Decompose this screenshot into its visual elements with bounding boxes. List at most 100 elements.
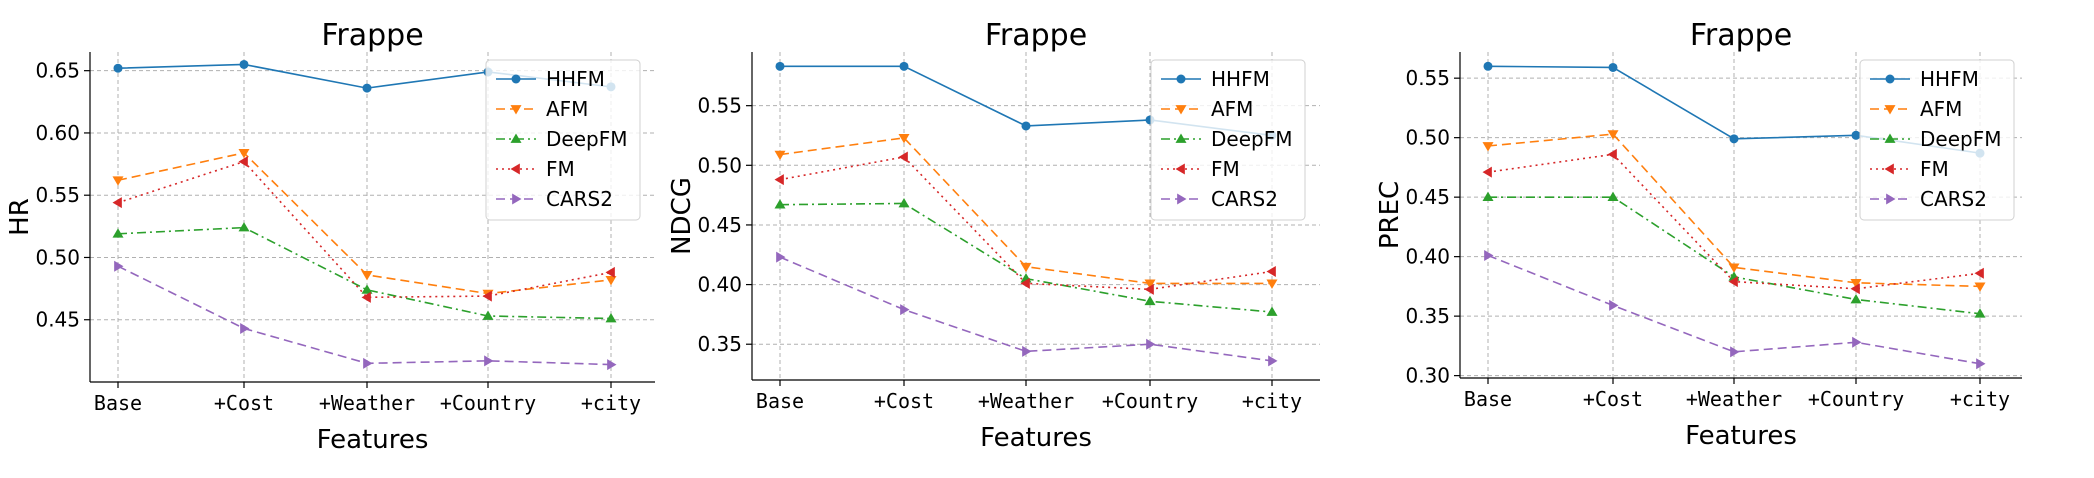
y-tick-label: 0.40 [1405, 245, 1450, 269]
data-point-afm [898, 134, 910, 144]
data-point-hhfm [1021, 121, 1031, 131]
legend-label-hhfm: HHFM [546, 67, 605, 91]
legend-marker-afm [510, 105, 522, 115]
y-tick-label: 0.35 [1405, 304, 1450, 328]
y-tick-label: 0.40 [697, 273, 742, 297]
y-tick-label: 0.60 [35, 121, 80, 145]
legend-box [1150, 59, 1306, 221]
data-point-hhfm [1851, 130, 1861, 140]
y-tick-label: 0.30 [1405, 364, 1450, 388]
legend-marker-deepfm [1175, 133, 1187, 143]
legend-label-afm: AFM [1920, 97, 1962, 121]
data-point-afm [1607, 130, 1619, 140]
chart-1: 0.35 0.40 0.45 0.50 0.55 Base +Cost +Weather +Co… [667, 18, 1320, 453]
x-tick-label: +Weather [978, 389, 1074, 413]
x-tick-label: Base [756, 389, 804, 413]
data-point-afm [1482, 142, 1494, 152]
data-point-fm [112, 197, 122, 209]
data-point-deepfm [1607, 191, 1619, 202]
legend-marker-cars2 [1886, 193, 1896, 205]
chart-title: Frappe [985, 18, 1087, 53]
chart-0: 0.45 0.50 0.55 0.60 0.65 Base +Cost +Weather +Co… [5, 18, 655, 455]
data-point-deepfm [1266, 306, 1278, 316]
data-point-cars2 [1484, 249, 1494, 261]
data-point-cars2 [1609, 299, 1619, 311]
legend-label-deepfm: DeepFM [1211, 127, 1292, 151]
data-point-fm [898, 151, 908, 163]
data-point-hhfm [899, 61, 909, 71]
x-tick-label: +Cost [874, 389, 934, 413]
data-point-deepfm [1974, 308, 1986, 318]
legend-label-fm: FM [546, 157, 575, 181]
data-point-fm [1020, 277, 1030, 289]
series-line-deepfm [117, 226, 612, 320]
data-point-afm [1020, 262, 1032, 273]
data-point-fm [482, 290, 492, 302]
data-point-deepfm [898, 197, 910, 208]
x-tick-label: +Cost [1583, 387, 1643, 411]
legend-marker-afm [1884, 105, 1896, 115]
legend-box [485, 59, 641, 221]
data-point-hhfm [775, 61, 785, 71]
legend-label-afm: AFM [1211, 97, 1253, 121]
y-tick-label: 0.35 [697, 332, 742, 356]
data-point-cars2 [776, 251, 786, 263]
x-tick-label: +Weather [1686, 387, 1782, 411]
x-axis-label: Features [1685, 421, 1797, 451]
data-point-cars2 [1976, 358, 1986, 370]
legend-marker-deepfm [1884, 133, 1896, 143]
legend-label-cars2: CARS2 [1211, 187, 1278, 211]
legend-label-cars2: CARS2 [546, 187, 613, 211]
legend-label-deepfm: DeepFM [546, 127, 627, 151]
data-point-fm [361, 291, 371, 303]
data-point-cars2 [363, 357, 373, 369]
data-point-cars2 [1022, 345, 1032, 357]
data-point-deepfm [238, 222, 250, 232]
data-point-fm [238, 156, 248, 168]
data-point-afm [1144, 279, 1156, 289]
x-tick-label: +Country [1102, 389, 1198, 413]
data-point-hhfm [1608, 62, 1618, 72]
data-point-cars2 [1852, 336, 1862, 348]
y-axis-label: PREC [1375, 181, 1405, 249]
data-point-afm [1728, 263, 1740, 273]
chart-2: 0.30 0.35 0.40 0.45 0.50 0.55 Base +Cost +Weathe… [1375, 18, 2022, 451]
x-tick-label: +Country [440, 391, 536, 415]
data-point-cars2 [1146, 338, 1156, 350]
data-point-afm [1974, 282, 1986, 292]
x-tick-label: +Weather [319, 391, 415, 415]
y-tick-label: 0.55 [35, 183, 80, 207]
legend-marker-cars2 [1177, 193, 1187, 205]
data-point-afm [238, 149, 250, 159]
x-tick-label: +Cost [214, 391, 274, 415]
data-point-cars2 [900, 304, 910, 316]
legend-label-cars2: CARS2 [1920, 187, 1987, 211]
data-point-fm [605, 266, 615, 278]
series-line-cars2 [1487, 254, 1981, 365]
data-point-afm [1266, 279, 1278, 289]
legend-marker-hhfm [511, 74, 521, 84]
data-point-deepfm [1144, 295, 1156, 306]
data-point-cars2 [607, 359, 617, 371]
y-tick-label: 0.50 [697, 153, 742, 177]
data-point-cars2 [1730, 346, 1740, 358]
y-axis-label: NDCG [667, 177, 697, 255]
chart-title: Frappe [321, 18, 423, 53]
data-point-fm [1266, 265, 1276, 277]
legend-label-deepfm: DeepFM [1920, 127, 2001, 151]
x-axis-label: Features [317, 425, 429, 455]
y-tick-label: 0.65 [35, 59, 80, 83]
y-tick-label: 0.55 [1405, 66, 1450, 90]
data-point-deepfm [605, 312, 617, 323]
data-point-deepfm [112, 228, 124, 238]
data-point-deepfm [361, 284, 373, 294]
legend-box [1859, 59, 2015, 221]
legend-label-hhfm: HHFM [1211, 67, 1270, 91]
y-tick-label: 0.45 [1405, 185, 1450, 209]
series-line-cars2 [779, 256, 1273, 362]
data-point-afm [605, 276, 617, 286]
data-point-cars2 [484, 355, 494, 367]
x-tick-label: Base [94, 391, 142, 415]
data-point-fm [1607, 148, 1617, 160]
data-point-cars2 [114, 260, 124, 272]
